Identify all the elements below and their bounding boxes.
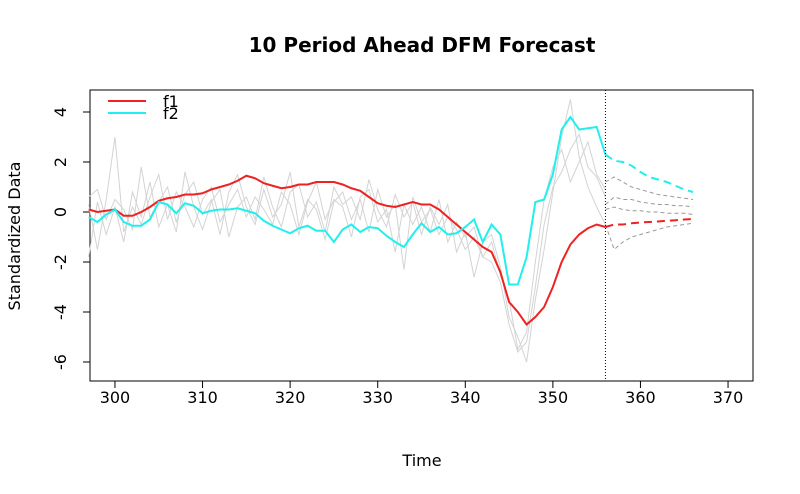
y-axis-label: Standardized Data: [5, 162, 24, 311]
x-tick-label: 350: [538, 388, 569, 407]
data-line: [88, 133, 606, 353]
forecast-line: [605, 218, 694, 228]
x-tick-label: 300: [100, 388, 131, 407]
legend-label: f1: [163, 92, 179, 111]
forecast-line: [605, 206, 694, 215]
legend-label: f2: [163, 104, 179, 123]
y-tick-label: 2: [51, 157, 70, 167]
plot-frame: [89, 89, 754, 382]
forecast-line: [604, 222, 694, 251]
y-tick-label: 0: [51, 207, 70, 217]
data-line: [88, 99, 606, 363]
factor-line: [88, 174, 606, 326]
factor-line: [88, 115, 607, 286]
y-tick-label: -6: [51, 354, 70, 370]
x-tick-label: 360: [625, 388, 656, 407]
x-tick-label: 330: [362, 388, 393, 407]
x-tick-label: 340: [450, 388, 481, 407]
x-tick-label: 310: [187, 388, 218, 407]
forecast-line: [604, 153, 694, 193]
forecast-line: [605, 176, 694, 200]
y-tick-label: 4: [51, 107, 70, 117]
y-tick-label: -4: [51, 304, 70, 320]
x-axis-label: Time: [401, 451, 441, 470]
y-tick-label: -2: [51, 254, 70, 270]
x-tick-label: 370: [713, 388, 744, 407]
forecast-line: [605, 196, 694, 208]
x-tick-label: 320: [275, 388, 306, 407]
chart-title: 10 Period Ahead DFM Forecast: [249, 33, 596, 57]
